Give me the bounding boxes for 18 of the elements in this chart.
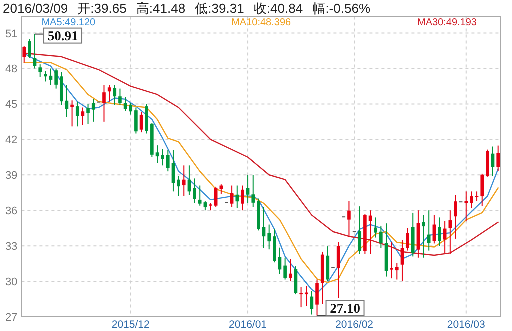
y-tick-label: 27 bbox=[5, 312, 18, 324]
y-tick-label: 30 bbox=[5, 276, 18, 289]
x-tick-label: 2016/02 bbox=[336, 319, 374, 331]
y-tick-label: 39 bbox=[5, 170, 18, 182]
y-tick-label: 33 bbox=[5, 241, 18, 254]
x-tick-label: 2016/03 bbox=[447, 319, 486, 331]
annotation: 27.10 bbox=[316, 300, 365, 316]
x-tick-label: 2015/12 bbox=[112, 319, 150, 331]
x-tick-label: 2016/01 bbox=[229, 319, 268, 331]
y-tick-label: 48 bbox=[5, 64, 18, 76]
y-tick-label: 42 bbox=[5, 134, 18, 147]
annotation: 50.91 bbox=[34, 28, 83, 44]
annotation: 50.91 bbox=[48, 28, 78, 44]
y-tick-label: 45 bbox=[5, 99, 18, 112]
y-tick-label: 36 bbox=[5, 206, 18, 218]
y-tick-label: 51 bbox=[5, 28, 18, 40]
title: 2016/03/09 开:39.65 高:41.48 低:39.31 收:40.84 幅:-0.56% bbox=[3, 1, 370, 16]
annotation: 27.10 bbox=[330, 300, 361, 316]
